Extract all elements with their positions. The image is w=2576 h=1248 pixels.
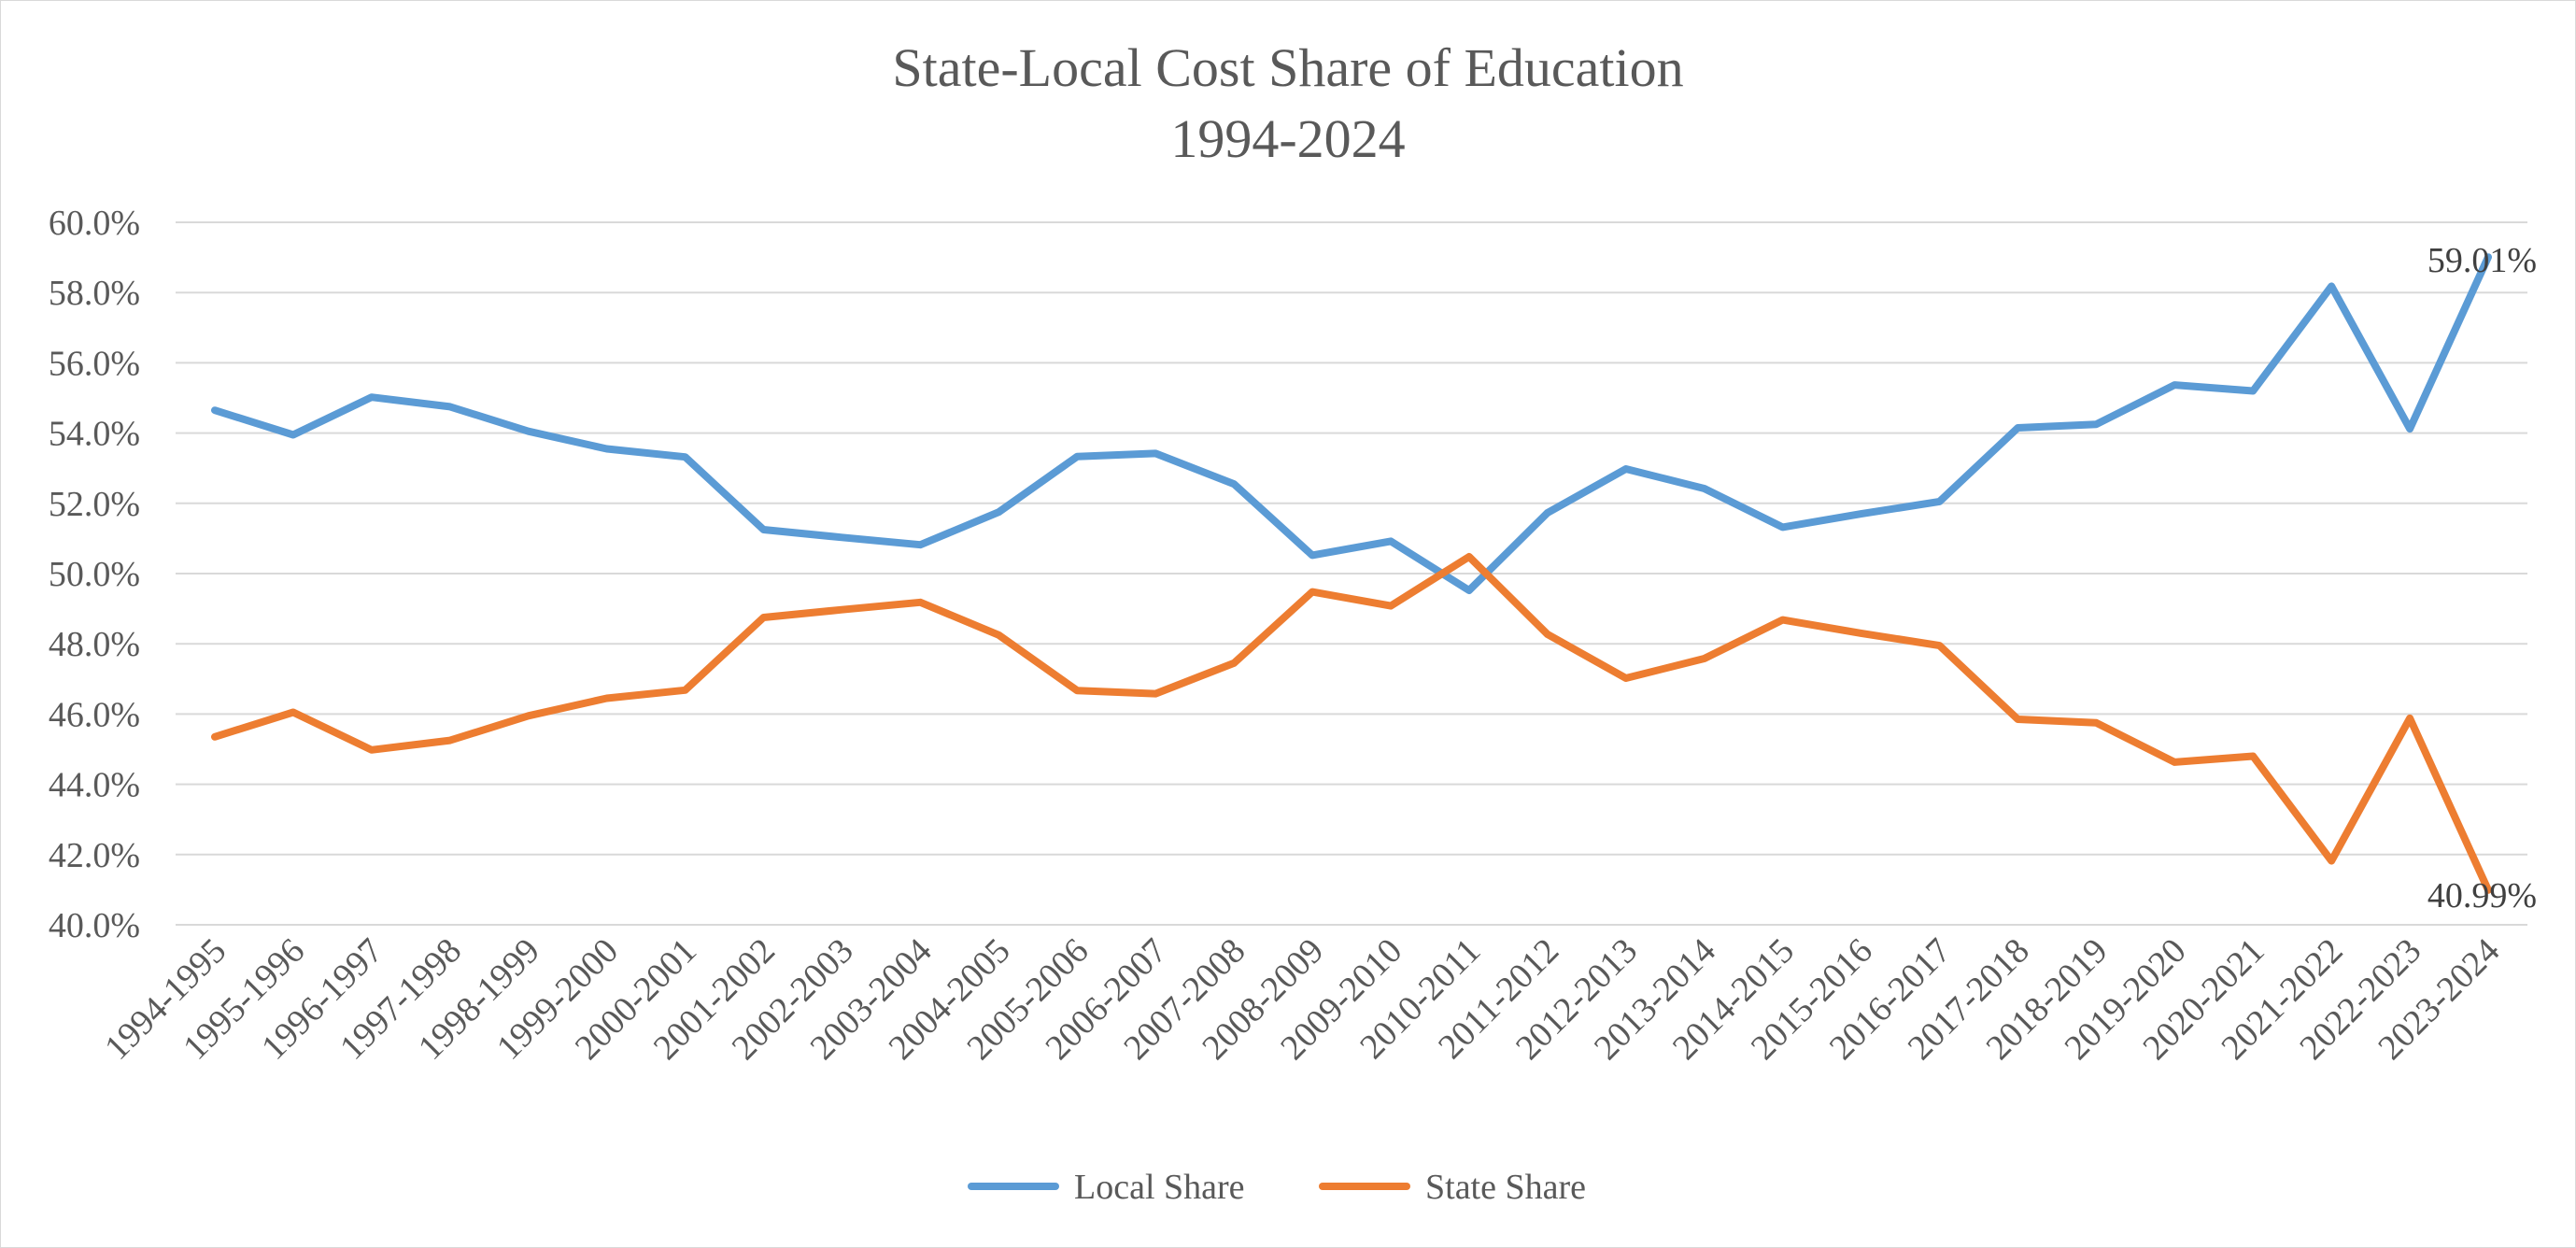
data-label-local-share: 59.01% [2427,241,2537,280]
chart-title-line-2: 1994-2024 [1170,108,1405,169]
series-line-state-share [211,553,2492,894]
data-labels: 59.01% 40.99% [2427,241,2537,915]
y-tick-label: 60.0% [49,204,140,243]
legend-label-local-share: Local Share [1074,1168,1245,1207]
data-label-state-share: 40.99% [2427,876,2537,915]
y-tick-label: 46.0% [49,695,140,734]
y-tick-label: 52.0% [49,485,140,524]
y-tick-label: 40.0% [49,906,140,945]
x-axis-tick-labels: 1994-19951995-19961996-19971997-19981998… [97,931,2507,1068]
y-tick-label: 42.0% [49,836,140,875]
legend: Local Share State Share [968,1168,1586,1207]
legend-label-state-share: State Share [1425,1168,1586,1207]
series-line-local-share [211,253,2492,594]
y-tick-label: 58.0% [49,274,140,313]
y-tick-label: 48.0% [49,625,140,664]
y-tick-label: 54.0% [49,415,140,454]
chart-title: State-Local Cost Share of Education 1994… [892,37,1683,169]
series-lines [211,253,2492,894]
y-axis-tick-labels: 40.0% 42.0% 44.0% 46.0% 48.0% 50.0% 52.0% 54.0%… [49,204,140,945]
gridlines [176,221,2527,926]
y-tick-label: 50.0% [49,555,140,594]
y-tick-label: 56.0% [49,344,140,383]
chart-title-line-1: State-Local Cost Share of Education [892,37,1683,98]
y-tick-label: 44.0% [49,766,140,805]
